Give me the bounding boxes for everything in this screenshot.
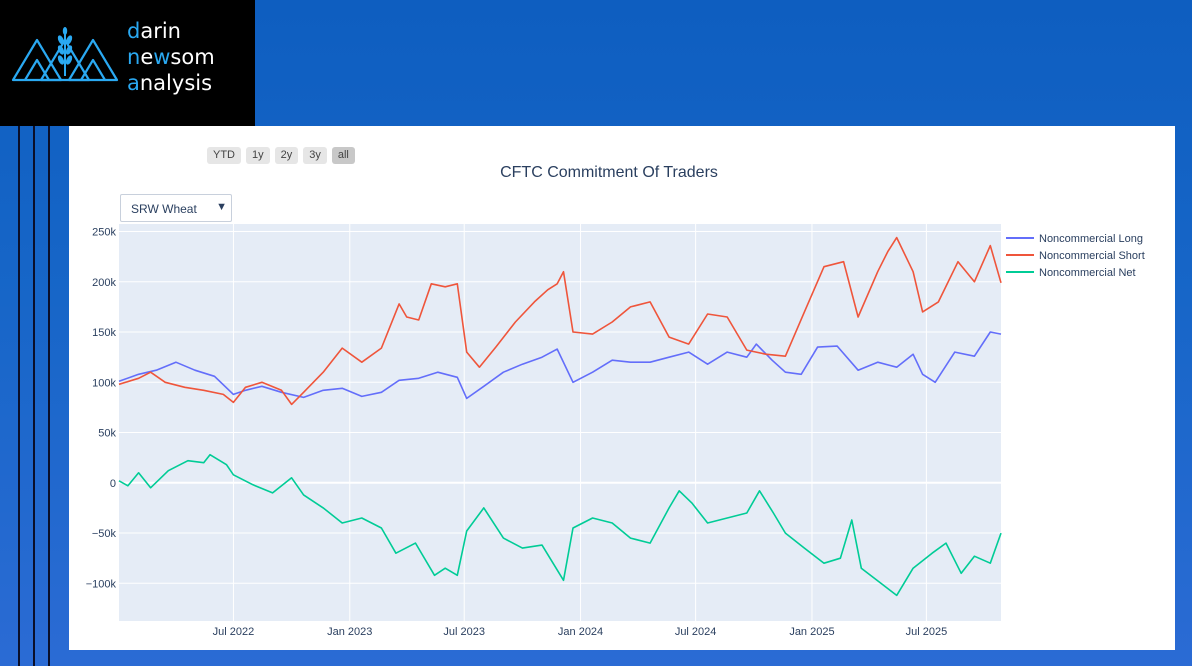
dropdown-selected-label: SRW Wheat: [131, 202, 197, 216]
x-tick-label: Jan 2025: [789, 626, 834, 638]
y-tick-label: 50k: [98, 428, 116, 440]
chart-panel: 250k 200k 150k 100k 50k 0 −50k −100k Jul 2022 Jan…: [69, 126, 1175, 650]
y-tick-label: 150k: [92, 327, 116, 339]
x-tick-label: Jul 2024: [675, 626, 717, 638]
chart-title: CFTC Commitment Of Traders: [500, 164, 718, 181]
legend-label-noncommercial-long: Noncommercial Long: [1039, 233, 1143, 245]
range-button-ytd[interactable]: YTD: [207, 147, 241, 164]
brand-wordmark: darin newsom analysis: [127, 18, 215, 96]
range-button-3y[interactable]: 3y: [303, 147, 327, 164]
y-tick-label: 100k: [92, 377, 116, 389]
legend-label-noncommercial-short: Noncommercial Short: [1039, 250, 1145, 262]
y-tick-label: −100k: [86, 578, 117, 590]
decor-vertical-line: [33, 126, 35, 666]
range-button-all[interactable]: all: [331, 147, 355, 164]
x-tick-label: Jul 2023: [443, 626, 485, 638]
brand-line-2: newsom: [127, 45, 215, 69]
decor-vertical-line: [48, 126, 50, 666]
x-tick-label: Jul 2022: [213, 626, 255, 638]
range-button-1y[interactable]: 1y: [246, 147, 270, 164]
plot-area: [119, 224, 1001, 621]
y-tick-label: −50k: [92, 528, 117, 540]
dropdown-arrow-icon: ▼: [216, 201, 227, 213]
x-tick-label: Jul 2025: [906, 626, 948, 638]
x-tick-label: Jan 2024: [558, 626, 603, 638]
commodity-dropdown[interactable]: SRW Wheat ▼: [120, 194, 232, 222]
series-line-noncommercial-long: [118, 331, 1002, 400]
y-tick-label: 250k: [92, 227, 116, 239]
brand-line-3: analysis: [127, 71, 213, 95]
series-line-noncommercial-net: [118, 453, 1002, 597]
range-selector: YTD 1y 2y 3y all: [207, 147, 355, 164]
wheat-triangles-logo-icon: [11, 27, 119, 82]
cot-line-chart: 250k 200k 150k 100k 50k 0 −50k −100k Jul 2022 Jan…: [86, 224, 1145, 638]
series-line-noncommercial-short: [118, 236, 1002, 406]
brand-logo: darin newsom analysis: [0, 0, 255, 126]
brand-line-1: darin: [127, 19, 181, 43]
x-tick-label: Jan 2023: [327, 626, 372, 638]
decor-vertical-line: [18, 126, 20, 666]
y-tick-label: 0: [110, 478, 116, 490]
range-button-2y[interactable]: 2y: [274, 147, 299, 164]
legend-label-noncommercial-net: Noncommercial Net: [1039, 267, 1136, 279]
y-tick-label: 200k: [92, 277, 116, 289]
